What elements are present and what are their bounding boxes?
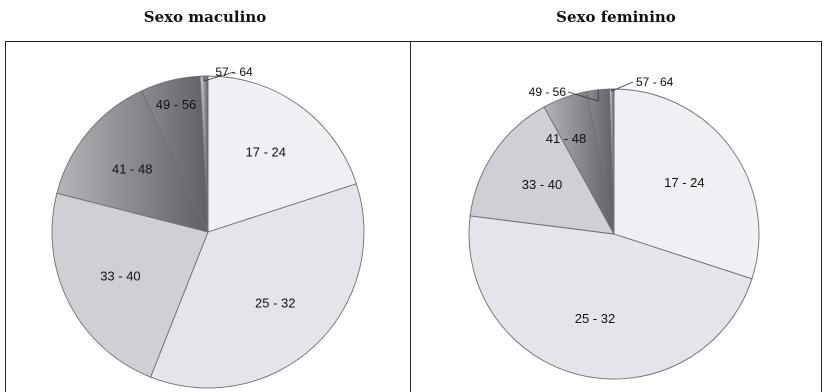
slice-label-male-57-64: 57 - 64 <box>215 65 253 79</box>
slice-label-female-49-56: 49 - 56 <box>529 85 567 99</box>
pie-slice-female-33-40 <box>469 106 615 235</box>
slice-label-male-41-48: 41 - 48 <box>112 161 152 176</box>
pie-slice-female-17-24 <box>613 88 760 280</box>
slice-label-female-17-24: 17 - 24 <box>664 175 704 190</box>
pie-slice-male-41-48 <box>56 90 209 233</box>
pie-male: 17 - 24 25 - 32 33 - 40 41 - 48 49 - 56 57 - … <box>51 65 365 389</box>
slice-label-female-57-64: 57 - 64 <box>636 75 674 89</box>
pie-panel-male <box>5 41 411 392</box>
pie-slice-female-25-32 <box>468 215 753 380</box>
slice-label-male-49-56: 49 - 56 <box>156 97 196 112</box>
pie-slice-female-57-64 <box>608 88 615 235</box>
chart-title-male: Sexo maculino <box>143 8 267 26</box>
chart-title-female: Sexo feminino <box>556 8 676 26</box>
pie-slice-male-57-64 <box>199 75 209 233</box>
slice-label-male-25-32: 25 - 32 <box>255 296 295 311</box>
pie-female: 17 - 24 25 - 32 33 - 40 41 - 48 49 - 56 57 - … <box>468 75 760 380</box>
slice-label-female-41-48: 41 - 48 <box>546 131 586 146</box>
slice-label-female-33-40: 33 - 40 <box>522 177 562 192</box>
pie-slice-male-33-40 <box>51 192 209 378</box>
leader-line-female-57-64 <box>611 81 634 92</box>
leader-line-male-57-64 <box>203 71 235 82</box>
slice-label-female-25-32: 25 - 32 <box>575 311 615 326</box>
slice-label-male-17-24: 17 - 24 <box>246 144 286 159</box>
pie-panel-female <box>410 41 822 392</box>
pie-slice-male-17-24 <box>207 75 357 233</box>
pie-slice-male-25-32 <box>149 183 365 389</box>
slice-label-male-33-40: 33 - 40 <box>100 269 140 284</box>
leader-line-female-49-56 <box>567 89 599 102</box>
